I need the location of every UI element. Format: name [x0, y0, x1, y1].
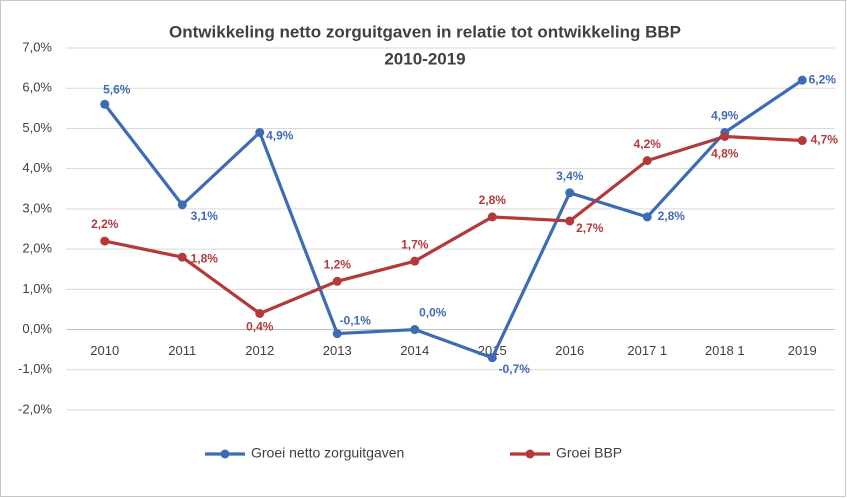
- y-tick-label: 4,0%: [22, 160, 52, 175]
- data-label: 2,8%: [658, 209, 686, 223]
- point: [797, 75, 807, 85]
- data-label: 1,7%: [401, 237, 429, 251]
- point: [642, 212, 652, 222]
- y-tick-label: 0,0%: [22, 321, 52, 336]
- data-label: 5,6%: [103, 82, 131, 96]
- data-label: 2,8%: [479, 193, 507, 207]
- data-label: -0,7%: [499, 362, 531, 376]
- data-label: 4,7%: [811, 133, 839, 147]
- x-tick-label: 2011: [168, 343, 196, 358]
- point: [487, 353, 497, 363]
- data-label: 3,1%: [191, 209, 219, 223]
- series-line: [103, 78, 804, 360]
- data-label: 4,2%: [634, 137, 662, 151]
- data-label: 6,2%: [809, 72, 837, 86]
- point: [177, 200, 187, 210]
- data-label: 3,4%: [556, 169, 584, 183]
- y-tick-label: 1,0%: [22, 281, 52, 296]
- x-tick-label: 2017 1: [627, 343, 667, 358]
- x-tick-label: 2012: [245, 343, 274, 358]
- data-label: 1,2%: [324, 257, 352, 271]
- point: [720, 131, 730, 141]
- y-tick-label: 3,0%: [22, 200, 52, 215]
- y-tick-label: -2,0%: [18, 401, 52, 416]
- y-tick-label: 6,0%: [22, 80, 52, 95]
- point: [100, 99, 110, 109]
- legend-marker: [525, 449, 535, 459]
- data-label: 0,4%: [246, 320, 274, 334]
- series-line: [104, 134, 803, 316]
- point: [332, 276, 342, 286]
- point: [177, 252, 187, 262]
- data-label: 2,2%: [91, 217, 119, 231]
- data-label: 4,8%: [711, 147, 739, 161]
- point: [332, 329, 342, 339]
- point: [255, 127, 265, 137]
- y-tick-label: 5,0%: [22, 120, 52, 135]
- chart-subtitle: 2010-2019: [384, 49, 465, 68]
- y-tick-label: -1,0%: [18, 361, 52, 376]
- data-label: 2,7%: [576, 221, 604, 235]
- y-tick-label: 2,0%: [22, 241, 52, 256]
- point: [410, 325, 420, 335]
- x-tick-label: 2010: [90, 343, 119, 358]
- y-tick-label: 7,0%: [22, 39, 52, 54]
- chart-title: Ontwikkeling netto zorguitgaven in relat…: [169, 22, 681, 41]
- point: [642, 156, 652, 166]
- point: [797, 136, 807, 146]
- data-label: 0,0%: [419, 306, 447, 320]
- data-label: 4,9%: [266, 129, 294, 143]
- x-tick-label: 2013: [323, 343, 352, 358]
- point: [565, 188, 575, 198]
- point: [255, 308, 265, 318]
- point: [487, 212, 497, 222]
- data-label: 1,8%: [191, 251, 219, 265]
- point: [565, 216, 575, 226]
- point: [100, 236, 110, 246]
- data-label: 4,9%: [711, 109, 739, 123]
- data-label: -0,1%: [340, 314, 372, 328]
- x-tick-label: 2019: [788, 343, 817, 358]
- point: [410, 256, 420, 266]
- x-tick-label: 2016: [555, 343, 584, 358]
- legend-label: Groei BBP: [556, 445, 622, 461]
- x-tick-label: 2014: [400, 343, 429, 358]
- legend-label: Groei netto zorguitgaven: [251, 445, 404, 461]
- legend-marker: [220, 449, 230, 459]
- x-tick-label: 2018 1: [705, 343, 745, 358]
